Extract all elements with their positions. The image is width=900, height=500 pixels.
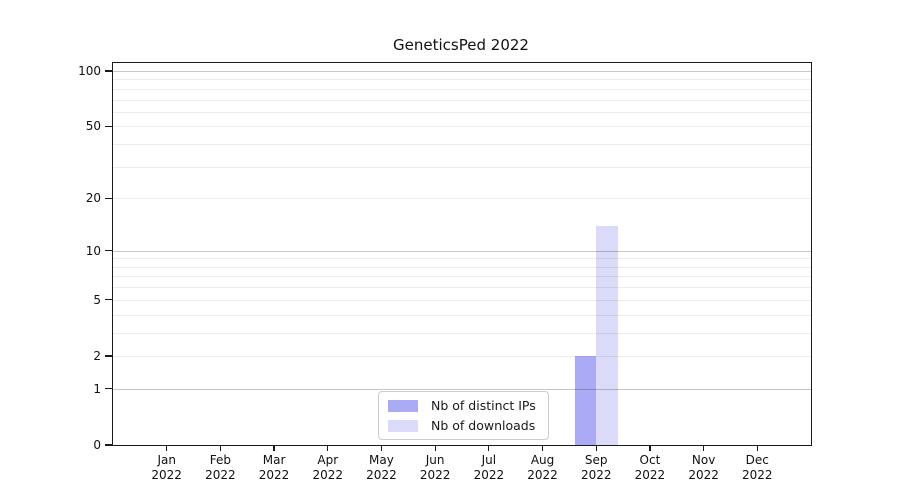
x-axis-tick-label: Nov 2022 [688,453,719,482]
gridline-minor [113,266,811,268]
plot-area: 0 1 2 5 10 20 50 100 Jan 2022 Feb 2022 Mar 2022 Apr 202… [78,62,812,482]
gridline-minor [113,276,811,278]
gridline-minor [113,79,811,81]
gridline-minor [113,299,811,301]
x-axis-tick [541,445,544,451]
bar-distinct-ips [574,355,597,445]
y-axis-tick [105,299,113,301]
y-axis-tick-label: 1 [93,381,101,396]
x-axis-tick-label: Jul 2022 [473,453,505,482]
gridline-minor [113,166,811,168]
x-axis-tick-label: Aug 2022 [527,453,558,482]
x-axis-tick-label: Oct 2022 [634,453,666,482]
x-axis-tick-label: Jan 2022 [151,453,182,482]
x-axis-tick [488,445,490,451]
gridline-minor [113,126,811,128]
gridline-major [113,71,811,72]
y-axis-tick [105,70,113,72]
gridline-minor [113,314,811,316]
x-axis-tick-label: Feb 2022 [205,453,236,482]
legend-label-distinct-ips: Nb of distinct IPs [431,398,536,413]
y-axis-tick-label: 2 [93,348,101,363]
legend-item-distinct-ips: Nb of distinct IPs [388,398,536,413]
x-axis-tick [219,445,222,451]
legend-swatch-downloads [388,419,418,432]
y-axis-tick [105,250,113,252]
y-axis-tick-label: 10 [85,243,101,258]
gridline-minor [113,88,811,90]
x-axis-tick [434,445,436,451]
x-axis-tick [273,445,275,451]
x-axis-tick [166,445,168,451]
legend-label-downloads: Nb of downloads [431,418,536,433]
y-axis-tick-label: 20 [85,191,101,206]
legend-swatch-distinct-ips [388,399,418,412]
x-axis-tick-label: Dec 2022 [742,453,773,482]
chart-title: GeneticsPed 2022 [393,36,529,54]
y-axis-tick-label: 5 [93,292,101,307]
legend-item-downloads: Nb of downloads [388,418,536,433]
y-axis-tick [105,355,113,357]
gridline-minor [113,99,811,101]
x-axis-tick [380,445,383,451]
x-axis-tick-label: Mar 2022 [258,453,290,482]
gridline-minor [113,287,811,289]
y-axis-tick-label: 100 [78,64,101,78]
gridline-minor [113,111,811,113]
x-axis-tick-label: Sep 2022 [580,453,612,482]
x-axis-tick-label: Jun 2022 [419,453,451,482]
x-axis-tick [702,445,705,451]
gridline-minor [113,144,811,146]
gridline-minor [113,355,811,357]
gridline-minor [113,258,811,260]
y-axis-tick-label: 0 [93,438,101,452]
x-axis-tick [595,445,597,451]
y-axis-tick [105,125,113,128]
gridline-major [113,388,811,390]
bar-downloads [596,225,618,445]
y-axis-tick [105,388,113,390]
legend: Nb of distinct IPs Nb of downloads [378,391,549,440]
gridline-minor [113,198,811,200]
x-axis-tick [327,445,329,451]
y-axis-tick [105,197,113,199]
x-axis-tick-label: May 2022 [366,453,397,482]
gridline-major [113,250,811,252]
y-axis-tick [105,444,113,446]
gridline-minor [113,332,811,334]
x-axis-tick-label: Apr 2022 [312,453,344,482]
x-axis-tick [649,445,651,451]
x-axis-tick [756,445,758,451]
y-axis-tick-label: 50 [85,119,101,134]
